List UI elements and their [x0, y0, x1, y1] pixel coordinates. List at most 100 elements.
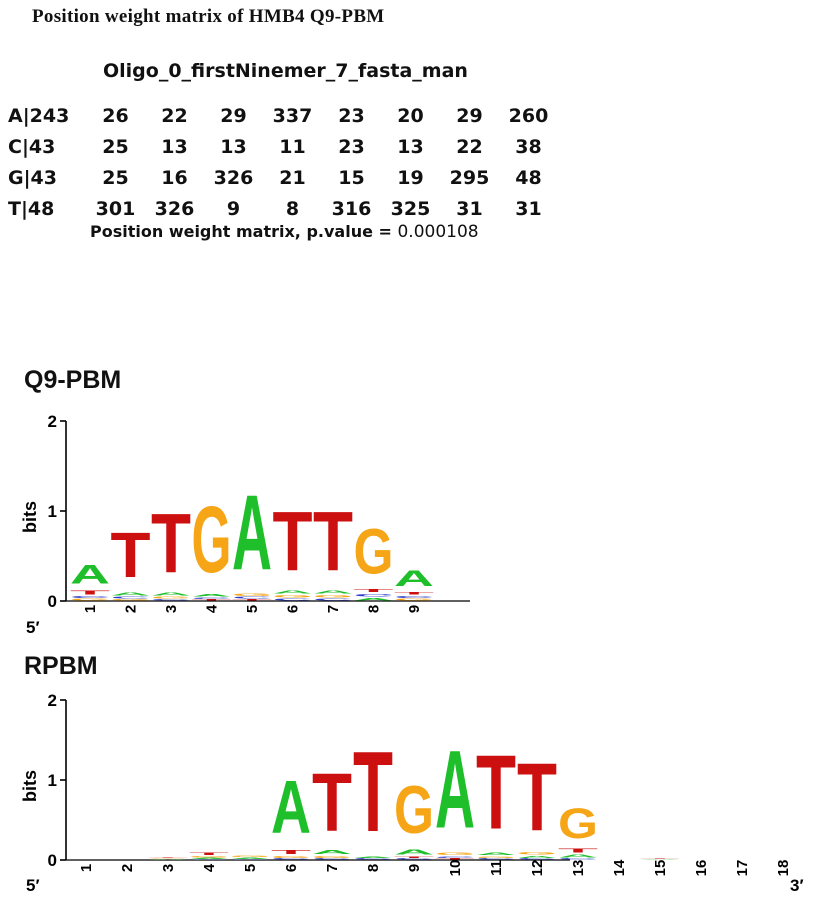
pwm-table: A|243 26 22 29 337 23 20 29 260 C|43 25 13 13 11 23 13 2… — [8, 100, 558, 224]
logo-letter-c: C — [271, 858, 311, 860]
logo-letter-c: C — [151, 599, 191, 601]
pwm-cell: 21 — [279, 166, 306, 189]
logo-letter-t: T — [70, 589, 110, 595]
pwm-cell: 295 — [449, 166, 490, 189]
logo-letter-t: T — [640, 858, 680, 859]
five-prime-label: 5′ — [26, 876, 40, 895]
pwm-row-label: T|48 — [8, 197, 55, 220]
pwm-cell: 13 — [220, 135, 247, 158]
logo-letter-a: A — [271, 764, 311, 848]
logo-letter-c: C — [476, 858, 516, 860]
logo-letter-c: C — [111, 597, 151, 600]
logo-letter-c: C — [70, 596, 110, 599]
logo-letter-c: C — [394, 596, 434, 599]
y-tick-label: 2 — [48, 412, 57, 431]
logo-letter-a: A — [151, 591, 191, 596]
pwm-cell: 26 — [102, 104, 129, 127]
y-tick-label: 0 — [48, 851, 57, 870]
logo-letter-a: A — [148, 859, 188, 860]
pwm-cell: 23 — [338, 104, 365, 127]
logo-letter-c: C — [230, 859, 270, 860]
logo-letter-c: C — [192, 597, 232, 599]
logo-letter-g: G — [312, 855, 352, 858]
logo-letter-t: T — [558, 847, 598, 853]
x-tick-label: 16 — [693, 860, 710, 877]
pwm-cell: 25 — [102, 135, 129, 158]
logo-letter-t: T — [148, 858, 188, 859]
logo-letter-c: C — [313, 598, 353, 601]
three-prime-label: 3′ — [790, 876, 804, 895]
logo-letter-t: T — [394, 856, 434, 858]
x-tick-label: 5 — [244, 605, 261, 613]
pwm-cell: 260 — [508, 104, 549, 127]
logo-letter-c: C — [558, 858, 598, 860]
y-axis-label: bits — [20, 501, 40, 533]
pwm-cell: 25 — [102, 166, 129, 189]
x-tick-label: 12 — [529, 860, 546, 877]
logo-title-rpbm: RPBM — [24, 652, 98, 680]
logo-letter-t: T — [232, 599, 272, 601]
pwm-pvalue: 0.000108 — [397, 222, 479, 242]
pwm-row: C|43 25 13 13 11 23 13 22 38 — [8, 131, 558, 162]
logo-letter-g: G — [273, 595, 313, 599]
logo-letter-a: A — [394, 566, 434, 591]
logo-letter-a: A — [70, 560, 110, 589]
pwm-cell: 301 — [95, 197, 136, 220]
logo-letter-c: C — [312, 858, 352, 860]
logo-letter-g: G — [313, 595, 353, 599]
logo-letter-a: A — [273, 589, 313, 594]
x-tick-label: 9 — [406, 864, 423, 872]
pwm-cell: 31 — [515, 197, 542, 220]
logo-letter-g: G — [435, 852, 475, 856]
logo-letter-t: T — [313, 496, 353, 590]
logo-letter-g: G — [394, 772, 434, 848]
logo-letter-t: T — [192, 599, 232, 601]
logo-letter-a: A — [232, 474, 272, 593]
x-tick-label: 15 — [652, 860, 669, 877]
logo-letter-g: G — [558, 800, 598, 848]
logo-letter-a: A — [640, 859, 680, 860]
pwm-cell: 19 — [397, 166, 424, 189]
pwm-cell: 22 — [456, 135, 483, 158]
y-tick-label: 0 — [48, 592, 57, 611]
logo-letter-c: C — [353, 858, 393, 860]
logo-letter-a: A — [353, 856, 393, 858]
logo-letter-c: C — [273, 598, 313, 601]
x-tick-label: 5 — [242, 864, 259, 872]
pwm-cell: 48 — [515, 166, 542, 189]
x-tick-label: 8 — [366, 605, 383, 613]
x-tick-label: 6 — [283, 864, 300, 872]
logo-letter-c: C — [354, 593, 394, 598]
x-tick-label: 4 — [204, 604, 221, 613]
logo-letter-g: G — [394, 598, 434, 601]
pwm-cell: 16 — [161, 166, 188, 189]
pwm-cell: 8 — [285, 197, 300, 220]
pwm-cell: 316 — [331, 197, 372, 220]
logo-letter-g: G — [271, 855, 311, 858]
logo-letter-c: C — [189, 859, 229, 860]
logo-letter-t: T — [189, 852, 229, 856]
y-axis-label: bits — [20, 770, 40, 802]
logo-letter-t: T — [353, 728, 393, 856]
x-tick-label: 2 — [123, 605, 140, 613]
pwm-row-label: A|243 — [8, 104, 70, 127]
logo-letter-t: T — [476, 733, 516, 852]
logo-letter-c: C — [394, 858, 434, 860]
logo-letter-g: G — [476, 856, 516, 858]
x-tick-label: 17 — [734, 860, 751, 877]
logo-letter-a: A — [558, 854, 598, 859]
logo-letter-a: A — [517, 855, 557, 858]
x-tick-label: 8 — [365, 864, 382, 872]
pwm-cell: 31 — [456, 197, 483, 220]
pwm-cell: 23 — [338, 135, 365, 158]
pwm-row: G|43 25 16 326 21 15 19 295 48 — [8, 162, 558, 193]
x-tick-label: 7 — [325, 605, 342, 613]
sequence-logo-q9pbm: 012bitsGCTA1GCAT2CGAT3TCAG4TCGA5CGAT6CGA… — [20, 412, 470, 637]
logo-letter-a: A — [435, 728, 475, 852]
x-tick-label: 10 — [447, 860, 464, 877]
x-tick-label: 7 — [324, 864, 341, 872]
x-tick-label: 1 — [78, 864, 95, 872]
pwm-table-body: A|243 26 22 29 337 23 20 29 260 C|43 25 13 13 11 23 13 2… — [8, 100, 558, 224]
pwm-cell: 13 — [161, 135, 188, 158]
y-tick-label: 1 — [48, 502, 57, 521]
